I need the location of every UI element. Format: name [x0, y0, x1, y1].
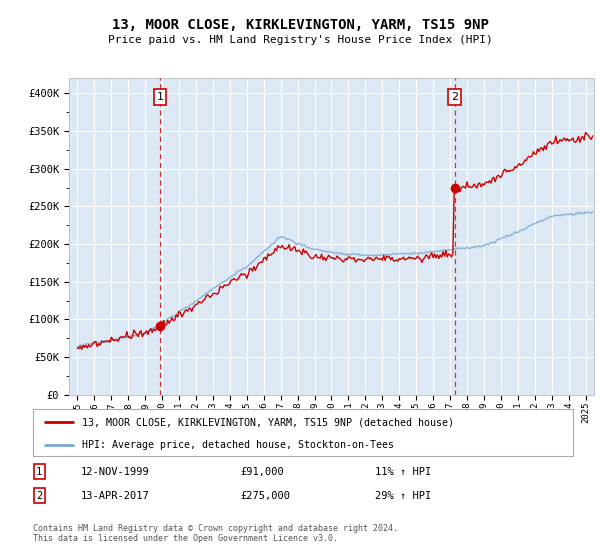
Text: £91,000: £91,000: [240, 466, 284, 477]
Text: £275,000: £275,000: [240, 491, 290, 501]
Text: 13, MOOR CLOSE, KIRKLEVINGTON, YARM, TS15 9NP: 13, MOOR CLOSE, KIRKLEVINGTON, YARM, TS1…: [112, 18, 488, 32]
Text: 13, MOOR CLOSE, KIRKLEVINGTON, YARM, TS15 9NP (detached house): 13, MOOR CLOSE, KIRKLEVINGTON, YARM, TS1…: [82, 417, 454, 427]
Text: 1: 1: [157, 92, 163, 102]
Text: 13-APR-2017: 13-APR-2017: [81, 491, 150, 501]
Text: 2: 2: [451, 92, 458, 102]
Text: 29% ↑ HPI: 29% ↑ HPI: [375, 491, 431, 501]
Text: Contains HM Land Registry data © Crown copyright and database right 2024.
This d: Contains HM Land Registry data © Crown c…: [33, 524, 398, 543]
Text: 11% ↑ HPI: 11% ↑ HPI: [375, 466, 431, 477]
Text: 1: 1: [36, 466, 42, 477]
Text: 12-NOV-1999: 12-NOV-1999: [81, 466, 150, 477]
Text: 2: 2: [36, 491, 42, 501]
Text: HPI: Average price, detached house, Stockton-on-Tees: HPI: Average price, detached house, Stoc…: [82, 440, 394, 450]
Text: Price paid vs. HM Land Registry's House Price Index (HPI): Price paid vs. HM Land Registry's House …: [107, 35, 493, 45]
